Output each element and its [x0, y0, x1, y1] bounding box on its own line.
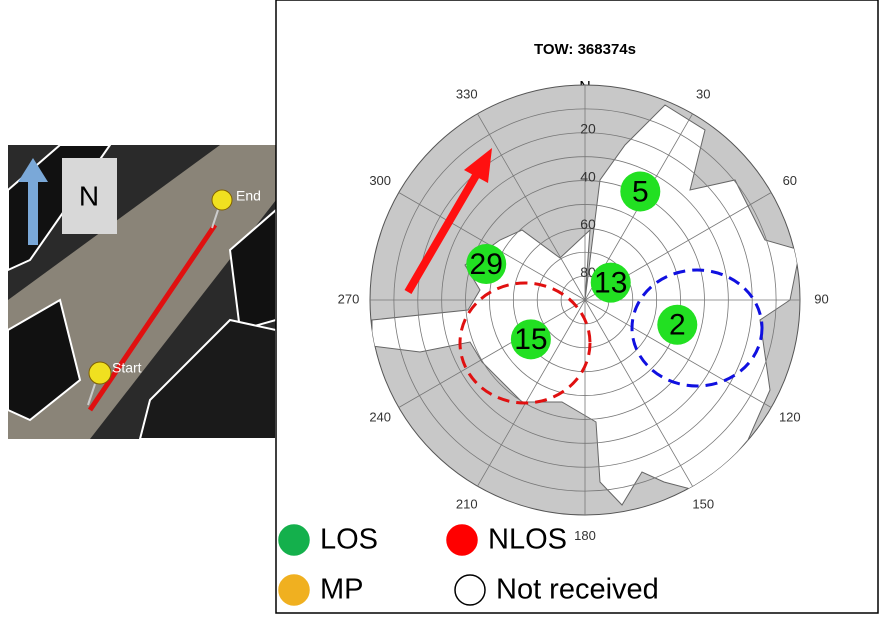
elevation-label: 60 [580, 216, 596, 232]
map-panel: N End Start [8, 145, 276, 439]
north-label: N [79, 180, 99, 211]
legend-marker [447, 525, 477, 555]
azimuth-label: 210 [456, 496, 478, 511]
satellite-id: 5 [632, 175, 649, 208]
elevation-label: 20 [580, 120, 596, 136]
azimuth-label: 30 [696, 87, 710, 102]
legend-label: MP [320, 574, 364, 606]
azimuth-label: 330 [456, 87, 478, 102]
start-label: Start [112, 360, 142, 376]
satellite-id: 13 [594, 267, 627, 300]
elevation-label: 40 [580, 168, 596, 184]
azimuth-label: 60 [783, 173, 797, 188]
satellite-id: 15 [514, 323, 547, 356]
azimuth-label: 270 [338, 291, 360, 306]
azimuth-label: 180 [574, 528, 596, 543]
satellite-id: 29 [470, 248, 503, 281]
legend-label: LOS [320, 524, 378, 556]
satellite-id: 2 [669, 309, 686, 342]
azimuth-label: 120 [779, 410, 801, 425]
azimuth-label: 300 [369, 173, 391, 188]
legend-marker [455, 575, 485, 605]
azimuth-label: 240 [369, 410, 391, 425]
azimuth-label: 150 [692, 496, 714, 511]
legend-marker [279, 525, 309, 555]
legend-label: NLOS [488, 524, 567, 556]
legend: LOS NLOS MP Not received [279, 524, 659, 606]
legend-label: Not received [496, 574, 659, 606]
legend-marker [279, 575, 309, 605]
figure: N End Start TOW: 368374s N 30 60 90 120 150 1… [0, 0, 879, 614]
end-label: End [236, 188, 261, 204]
azimuth-label: 90 [814, 291, 828, 306]
skyplot-title: TOW: 368374s [534, 41, 636, 58]
